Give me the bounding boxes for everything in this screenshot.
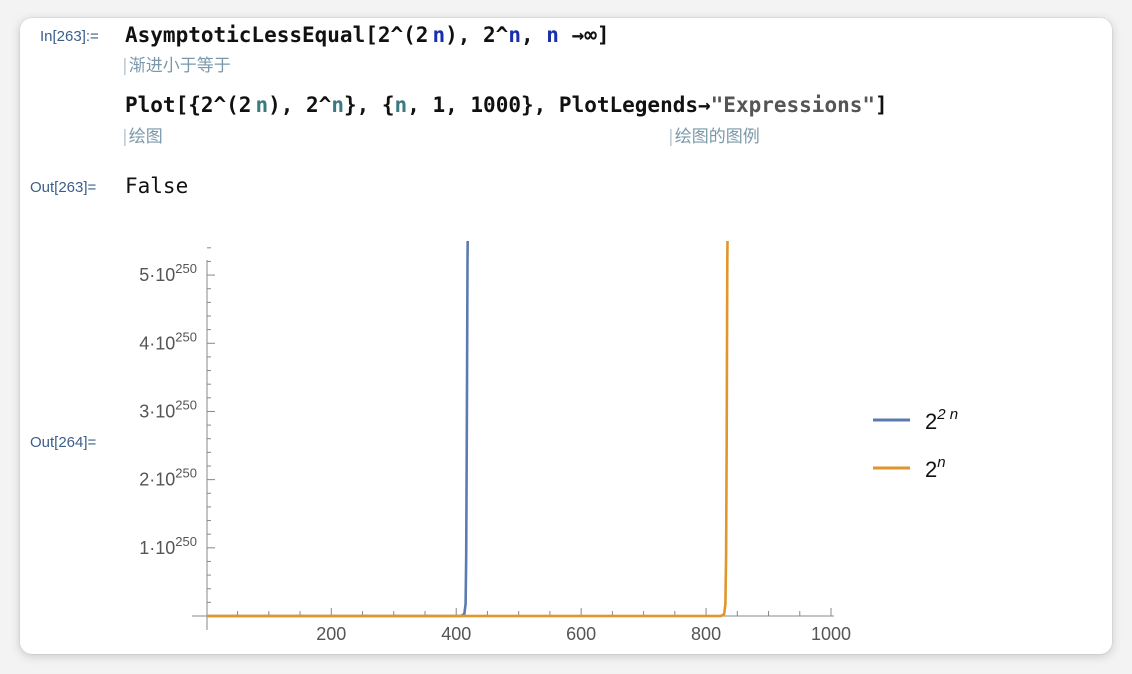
fn-name: AsymptoticLessEqual: [125, 23, 366, 47]
fn-name: Plot: [125, 93, 176, 117]
code-fragment: ,: [520, 23, 547, 47]
x-tick-label: 800: [691, 624, 721, 644]
option-hint: |绘图的图例: [668, 122, 760, 147]
output-label: Out[263]=: [30, 179, 97, 196]
string-literal: "Expressions": [710, 93, 876, 117]
code-fragment: ), 2^: [445, 23, 509, 47]
hint-text: 绘图的图例: [674, 127, 760, 147]
code-fragment: [2^(2: [365, 23, 429, 47]
legend-item-label: 22 n: [925, 406, 958, 434]
var-n: n: [508, 23, 521, 47]
y-tick-label: 4·10250: [139, 329, 197, 353]
series-line-2: [207, 240, 729, 618]
hint-text: 绘图: [128, 127, 163, 147]
code-fragment: ]: [875, 93, 888, 117]
code-fragment: [{2^(2: [175, 93, 252, 117]
hint-text: 渐进小于等于: [128, 56, 231, 76]
x-tick-label: 1000: [811, 624, 851, 644]
var-n: n: [331, 93, 344, 117]
hint-bar: |: [122, 127, 128, 147]
code-fragment: →∞]: [558, 23, 610, 47]
x-tick-label: 400: [441, 624, 471, 644]
code-fragment: ), 2^: [268, 93, 332, 117]
var-n: n: [432, 23, 446, 47]
y-tick-label: 2·10250: [139, 466, 197, 490]
y-tick-label: 1·10250: [139, 534, 197, 558]
hint-bar: |: [668, 127, 674, 147]
input-line-asymptotic[interactable]: AsymptoticLessEqual[2^(2 n), 2^n, n →∞]: [125, 23, 610, 47]
output-label: Out[264]=: [30, 434, 97, 451]
code-fragment: , 1, 1000},: [407, 93, 559, 117]
legend-item-label: 2n: [925, 454, 946, 482]
y-tick-label: 3·10250: [139, 397, 197, 421]
var-n: n: [546, 23, 559, 47]
rule-arrow: →: [698, 93, 711, 117]
var-n: n: [255, 93, 269, 117]
plot-output[interactable]: 200 400 600 800 1000 1·10250 2·10250 3·10250 4·1…: [20, 18, 1112, 654]
y-tick-label: 5·10250: [139, 261, 197, 285]
series-line-1: [207, 240, 469, 618]
notebook-cell: In[263]:= AsymptoticLessEqual[2^(2 n), 2^…: [20, 18, 1112, 654]
var-n: n: [394, 93, 408, 117]
input-label: In[263]:=: [40, 28, 99, 45]
hint-bar: |: [122, 56, 128, 76]
code-fragment: }, {: [343, 93, 395, 117]
x-tick-label: 600: [566, 624, 596, 644]
output-value: False: [125, 174, 189, 198]
function-hint: |渐进小于等于: [122, 51, 231, 76]
input-line-plot[interactable]: Plot[{2^(2 n), 2^n}, {n, 1, 1000}, PlotLe…: [125, 93, 888, 117]
option-name: PlotLegends: [558, 93, 698, 117]
x-tick-label: 200: [316, 624, 346, 644]
function-hint: |绘图: [122, 122, 163, 147]
